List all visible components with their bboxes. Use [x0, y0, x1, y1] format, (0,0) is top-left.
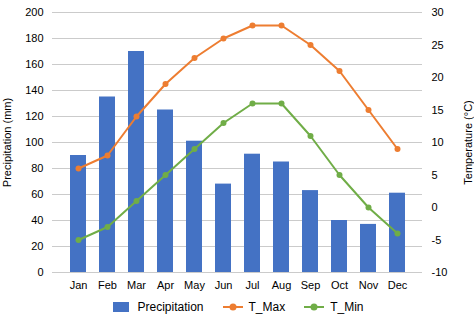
- svg-text:20: 20: [31, 240, 43, 252]
- svg-text:Sep: Sep: [301, 279, 321, 291]
- svg-text:160: 160: [25, 58, 43, 70]
- svg-text:Temperature (°C): Temperature (°C): [462, 100, 474, 184]
- svg-text:80: 80: [31, 162, 43, 174]
- svg-text:Nov: Nov: [359, 279, 379, 291]
- svg-text:15: 15: [432, 104, 444, 116]
- svg-text:-10: -10: [432, 266, 448, 278]
- svg-text:200: 200: [25, 6, 43, 18]
- svg-text:Precipitation (mm): Precipitation (mm): [1, 98, 13, 187]
- svg-text:Dec: Dec: [388, 279, 408, 291]
- svg-text:Jan: Jan: [70, 279, 88, 291]
- html-text:Precipitation: Precipitation: [137, 300, 204, 314]
- svg-text:Jun: Jun: [215, 279, 233, 291]
- svg-text:30: 30: [432, 6, 444, 18]
- svg-text:40: 40: [31, 214, 43, 226]
- svg-text:60: 60: [31, 188, 43, 200]
- svg-text:100: 100: [25, 136, 43, 148]
- svg-text:180: 180: [25, 32, 43, 44]
- svg-text:Mar: Mar: [127, 279, 146, 291]
- svg-text:10: 10: [432, 136, 444, 148]
- svg-text:Apr: Apr: [157, 279, 174, 291]
- svg-text:0: 0: [432, 201, 438, 213]
- svg-text:Oct: Oct: [331, 279, 348, 291]
- svg-text:140: 140: [25, 84, 43, 96]
- svg-text:Jul: Jul: [245, 279, 259, 291]
- html-text:T_Min: T_Min: [330, 300, 364, 314]
- svg-text:5: 5: [432, 169, 438, 181]
- svg-text:25: 25: [432, 39, 444, 51]
- svg-text:Feb: Feb: [98, 279, 117, 291]
- svg-text:20: 20: [432, 71, 444, 83]
- svg-text:0: 0: [37, 266, 43, 278]
- html-text:T_Max: T_Max: [248, 300, 286, 314]
- svg-text:120: 120: [25, 110, 43, 122]
- svg-text:May: May: [184, 279, 205, 291]
- svg-text:-5: -5: [432, 234, 442, 246]
- svg-text:Aug: Aug: [272, 279, 292, 291]
